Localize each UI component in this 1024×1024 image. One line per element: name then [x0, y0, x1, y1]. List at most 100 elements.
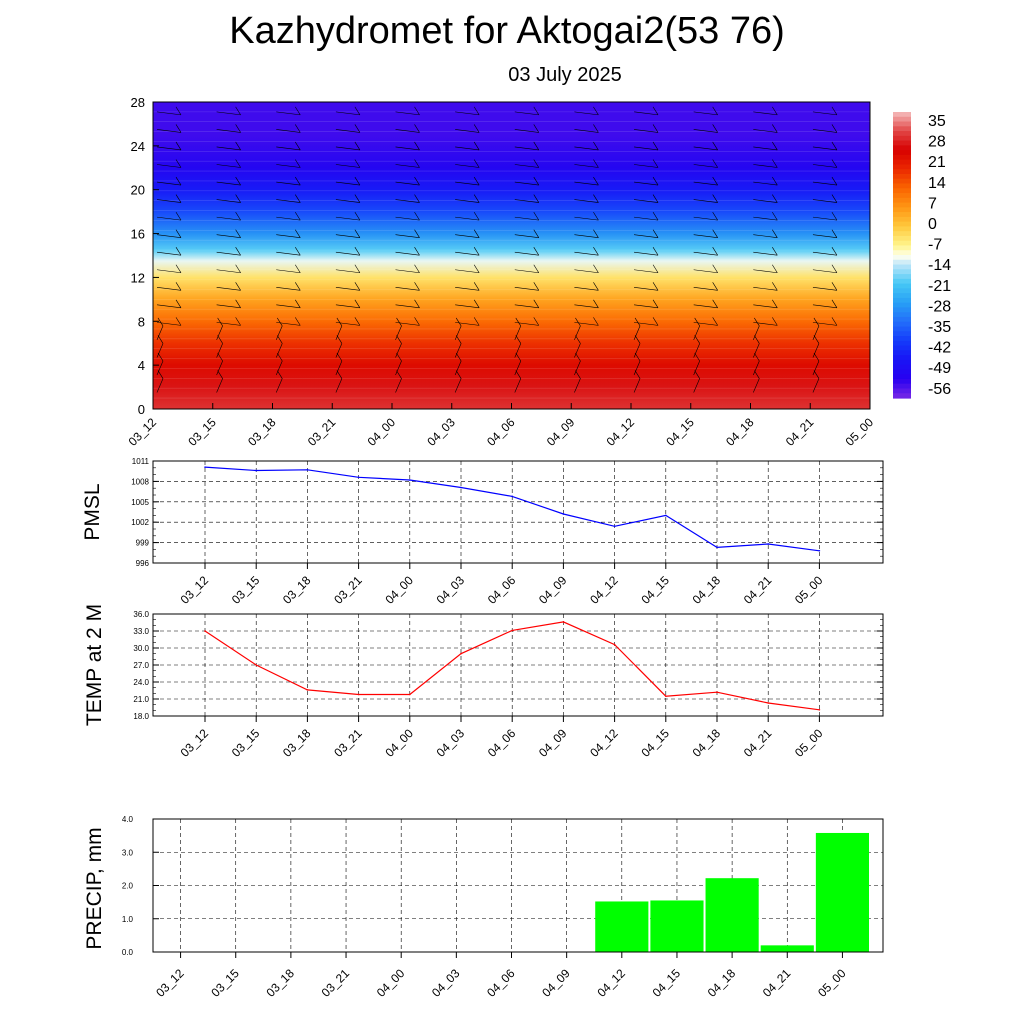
- wind-barb-flag: [157, 335, 164, 344]
- wind-barb: [335, 234, 360, 238]
- wind-barb-flag: [354, 229, 361, 238]
- wind-barb: [156, 146, 182, 151]
- wind-barb-flag: [712, 211, 718, 221]
- wind-barb-flag: [217, 317, 223, 327]
- wind-barb-flag: [831, 106, 838, 116]
- wind-barb-flag: [175, 211, 182, 221]
- wind-barb: [455, 164, 480, 168]
- colorbar-swatch: [893, 169, 911, 175]
- wind-barb: [156, 325, 164, 341]
- wind-barb-flag: [414, 194, 420, 203]
- wind-barb-flag: [652, 247, 659, 256]
- wind-barb: [514, 360, 522, 376]
- wind-barb: [216, 269, 241, 274]
- wind-barb-flag: [533, 141, 540, 151]
- wind-barb: [455, 111, 480, 116]
- wind-barb: [574, 234, 599, 238]
- colorbar-swatch: [893, 226, 911, 232]
- wind-barb: [454, 378, 462, 393]
- wind-barb: [693, 304, 718, 309]
- pmsl-chart: 996 999 1002 1005 1008 1011 03_12 03_15 03_18 03_…: [81, 457, 884, 607]
- wind-barb-flag: [533, 106, 540, 116]
- wind-barb-flag: [295, 264, 301, 273]
- wind-barb: [216, 360, 223, 376]
- wind-barb: [574, 111, 599, 116]
- x-tick-label: 04_21: [741, 726, 775, 760]
- wind-barb: [216, 164, 241, 168]
- wind-barb: [753, 216, 778, 221]
- colorbar-swatch: [893, 259, 911, 266]
- wind-barb-flag: [533, 159, 540, 168]
- y-tick-label: 33.0: [133, 627, 149, 636]
- wind-barb: [395, 129, 420, 133]
- pmsl-point: [562, 513, 565, 515]
- wind-barb: [812, 129, 837, 133]
- wind-barb: [455, 269, 480, 274]
- wind-barb-flag: [473, 229, 480, 238]
- y-tick-label: 1.0: [122, 915, 134, 924]
- colorbar-swatch: [893, 145, 911, 151]
- wind-barb-flag: [175, 176, 182, 186]
- x-tick-label: 04_06: [485, 726, 519, 760]
- wind-barb: [753, 111, 778, 116]
- wind-barb: [753, 251, 778, 256]
- colorbar-label: 14: [928, 175, 946, 192]
- colorbar-swatch: [893, 135, 911, 142]
- wind-barb-flag: [295, 229, 301, 238]
- wind-barb-flag: [217, 352, 223, 362]
- colorbar: 35 28 21 14 7 0 -7 -14 -21 -28 -35 -42 -49 -56: [893, 112, 951, 399]
- wind-barb-flag: [593, 176, 599, 186]
- heat-y-tick-label: 20: [131, 183, 145, 198]
- wind-barb-flag: [277, 352, 283, 362]
- colorbar-swatch: [893, 216, 911, 223]
- colorbar-swatch: [893, 340, 911, 347]
- wind-barb-flag: [652, 159, 659, 168]
- wind-barb: [276, 286, 301, 291]
- wind-barb-flag: [473, 282, 480, 291]
- wind-barb-flag: [295, 124, 301, 133]
- x-tick-label: 03_18: [280, 573, 314, 607]
- wind-barb-flag: [414, 247, 420, 256]
- wind-barb-flag: [772, 159, 778, 168]
- wind-barb: [395, 325, 402, 341]
- wind-barb: [156, 304, 182, 309]
- wind-barb: [216, 322, 241, 326]
- colorbar-swatch: [893, 178, 911, 185]
- y-tick-label: 999: [136, 539, 150, 548]
- colorbar-swatch: [893, 316, 911, 323]
- wind-barb: [395, 181, 420, 186]
- wind-barb-flag: [593, 194, 599, 203]
- wind-barb: [276, 164, 301, 168]
- colorbar-swatch: [893, 159, 911, 166]
- colorbar-swatch: [893, 364, 911, 370]
- y-tick-label: 0.0: [122, 948, 134, 957]
- colorbar-swatch: [893, 288, 911, 294]
- wind-barb: [693, 322, 718, 326]
- wind-barb: [633, 343, 641, 358]
- wind-barb: [216, 111, 241, 116]
- wind-barb: [634, 181, 659, 186]
- wind-barb: [574, 164, 599, 168]
- colorbar-swatch: [893, 245, 911, 251]
- wind-barb: [514, 129, 539, 133]
- colorbar-swatch: [893, 345, 911, 351]
- wind-barb-flag: [396, 352, 402, 362]
- wind-barb-flag: [235, 299, 241, 308]
- colorbar-swatch: [893, 336, 911, 342]
- x-tick-label: 04_03: [434, 726, 468, 760]
- wind-barb-flag: [455, 352, 462, 362]
- wind-barb-flag: [473, 264, 480, 273]
- wind-barb: [634, 164, 659, 168]
- wind-barb: [455, 234, 480, 238]
- wind-barb: [812, 234, 837, 238]
- wind-barb: [574, 129, 599, 133]
- wind-barb: [276, 234, 301, 238]
- wind-barb: [514, 378, 522, 393]
- wind-barb-flag: [295, 194, 301, 203]
- colorbar-swatch: [893, 140, 911, 146]
- wind-barb-flag: [593, 124, 599, 133]
- wind-barb: [335, 199, 360, 203]
- wind-barb-flag: [634, 317, 641, 327]
- wind-barb-flag: [235, 229, 241, 238]
- wind-barb-flag: [277, 335, 283, 344]
